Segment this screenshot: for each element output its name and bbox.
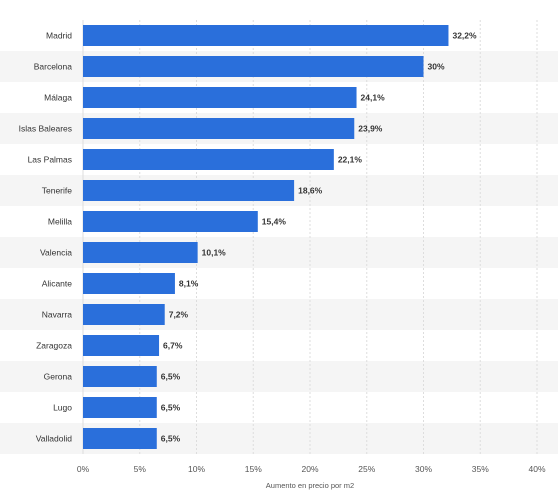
category-label: Madrid bbox=[46, 31, 72, 41]
value-label: 6,5% bbox=[161, 403, 181, 413]
bar[interactable] bbox=[83, 56, 424, 77]
x-tick-label: 5% bbox=[134, 464, 147, 474]
category-label: Lugo bbox=[53, 403, 72, 413]
x-tick-label: 10% bbox=[188, 464, 205, 474]
value-label: 15,4% bbox=[262, 217, 287, 227]
value-label: 23,9% bbox=[358, 124, 383, 134]
value-label: 7,2% bbox=[169, 310, 189, 320]
bar[interactable] bbox=[83, 149, 334, 170]
value-label: 24,1% bbox=[361, 93, 386, 103]
bar[interactable] bbox=[83, 304, 165, 325]
category-label: Barcelona bbox=[34, 62, 73, 72]
bar[interactable] bbox=[83, 25, 449, 46]
x-tick-labels: 0% 5% 10% 15% 20% 25% 30% 35% 40% bbox=[77, 464, 546, 474]
value-label: 22,1% bbox=[338, 155, 363, 165]
x-axis-title: Aumento en precio por m2 bbox=[266, 481, 354, 490]
category-label: Gerona bbox=[44, 372, 73, 382]
value-label: 30% bbox=[428, 62, 445, 72]
category-label: Melilla bbox=[48, 217, 72, 227]
category-label: Valencia bbox=[40, 248, 72, 258]
category-label: Valladolid bbox=[36, 434, 73, 444]
value-label: 10,1% bbox=[202, 248, 227, 258]
bar[interactable] bbox=[83, 397, 157, 418]
category-label: Las Palmas bbox=[28, 155, 72, 165]
bar[interactable] bbox=[83, 428, 157, 449]
x-tick-label: 40% bbox=[528, 464, 545, 474]
x-tick-label: 30% bbox=[415, 464, 432, 474]
category-label: Navarra bbox=[42, 310, 73, 320]
bar[interactable] bbox=[83, 118, 355, 139]
x-tick-label: 35% bbox=[472, 464, 489, 474]
bar[interactable] bbox=[83, 242, 198, 263]
bar[interactable] bbox=[83, 273, 175, 294]
category-label: Islas Baleares bbox=[19, 124, 72, 134]
category-label: Zaragoza bbox=[36, 341, 72, 351]
bar[interactable] bbox=[83, 87, 357, 108]
value-label: 18,6% bbox=[298, 186, 323, 196]
x-tick-label: 15% bbox=[245, 464, 262, 474]
bar[interactable] bbox=[83, 211, 258, 232]
bar[interactable] bbox=[83, 366, 157, 387]
category-label: Alicante bbox=[42, 279, 73, 289]
value-label: 32,2% bbox=[452, 31, 477, 41]
x-tick-label: 25% bbox=[358, 464, 375, 474]
value-label: 6,5% bbox=[161, 372, 181, 382]
bar[interactable] bbox=[83, 335, 160, 356]
category-labels: Madrid Barcelona Málaga Islas Baleares Las P… bbox=[19, 31, 73, 444]
category-label: Tenerife bbox=[42, 186, 73, 196]
value-label: 6,5% bbox=[161, 434, 181, 444]
bar[interactable] bbox=[83, 180, 295, 201]
x-tick-label: 20% bbox=[301, 464, 318, 474]
category-label: Málaga bbox=[44, 93, 72, 103]
bars bbox=[83, 25, 449, 449]
value-label: 8,1% bbox=[179, 279, 199, 289]
value-labels: 32,2% 30% 24,1% 23,9% 22,1% 18,6% 15,4% 10,1% 8,… bbox=[161, 31, 477, 444]
x-tick-label: 0% bbox=[77, 464, 90, 474]
value-label: 6,7% bbox=[163, 341, 183, 351]
